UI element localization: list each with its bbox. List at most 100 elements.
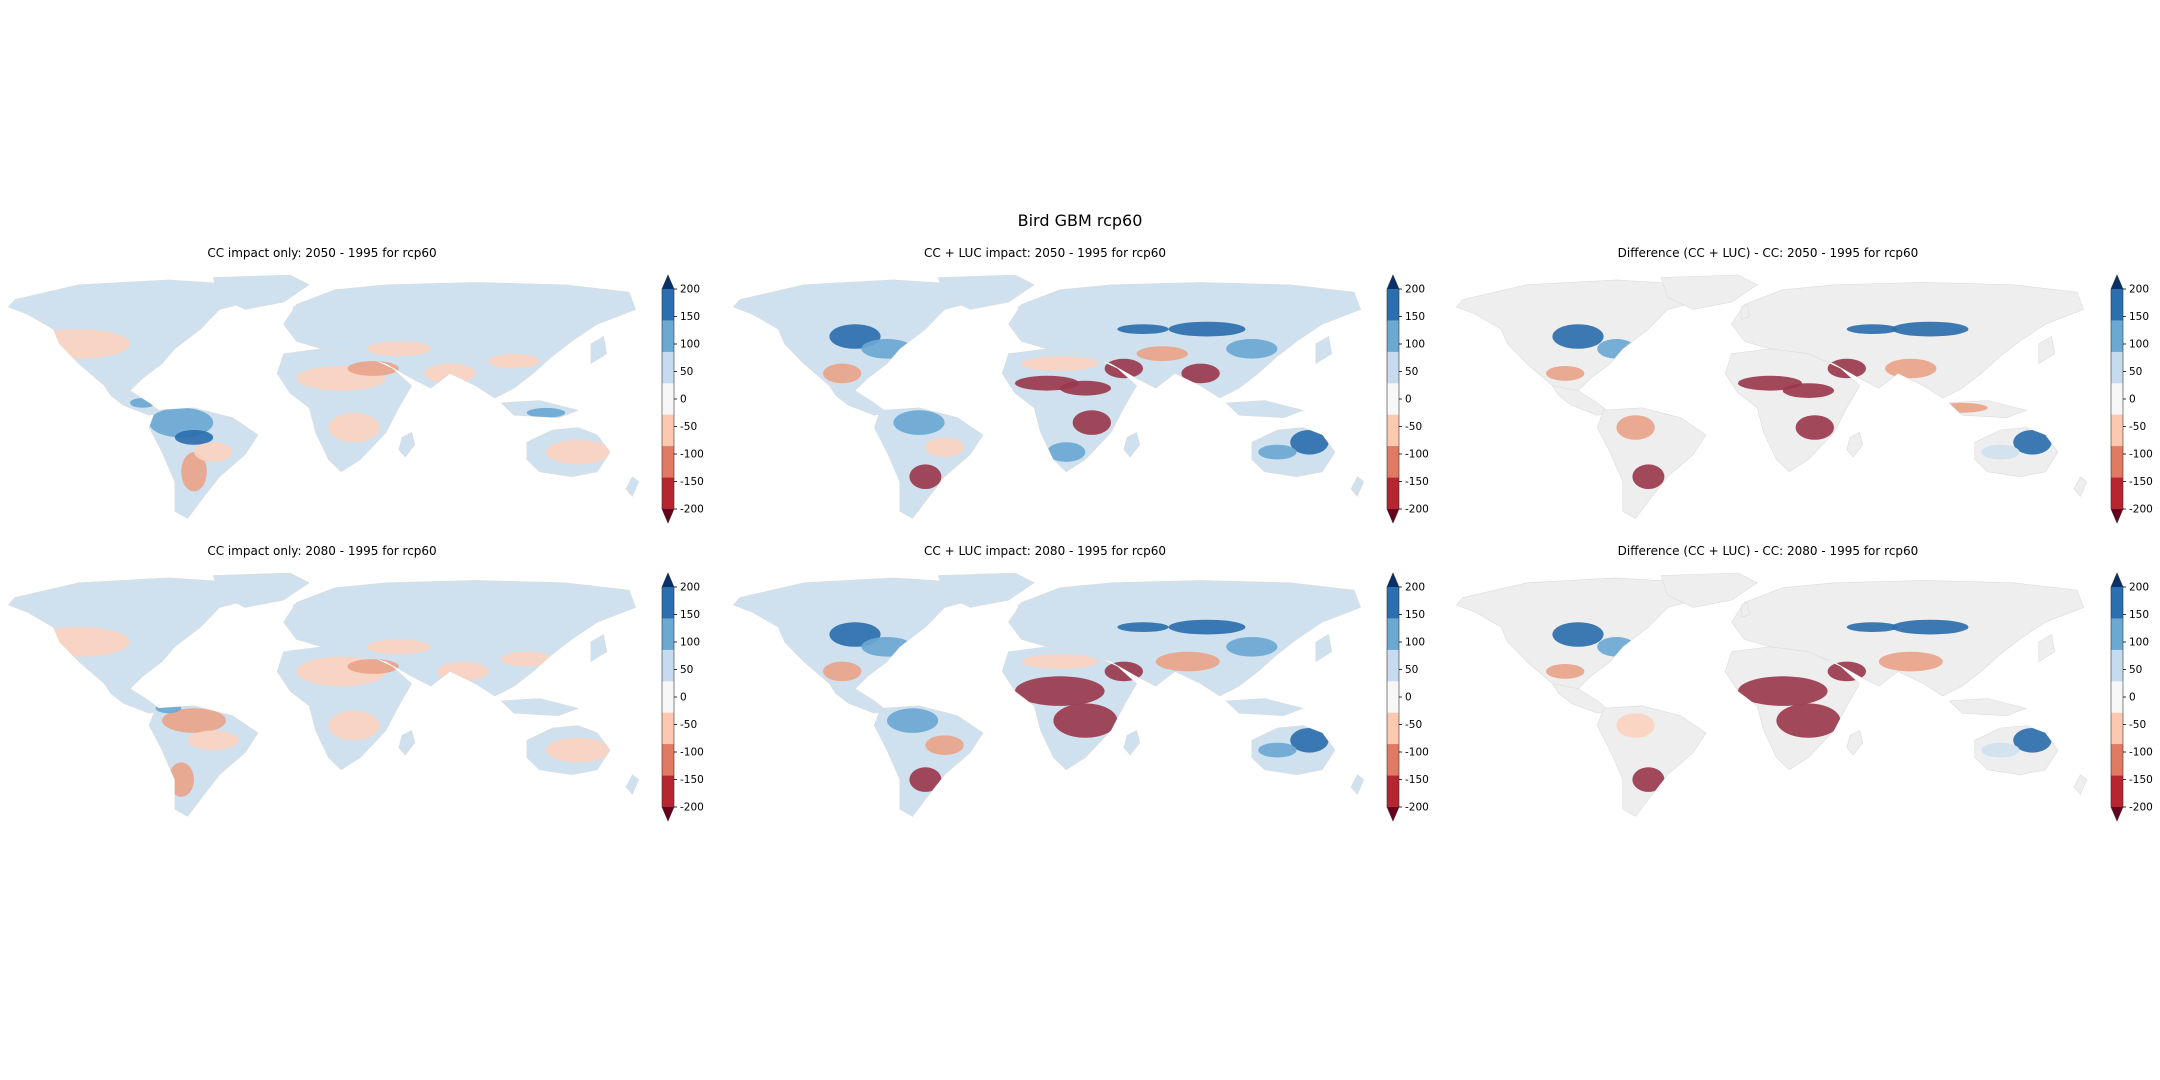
colorbar-segment: [1387, 618, 1399, 651]
impact-patch: [1891, 619, 1969, 635]
colorbar-segment: [662, 587, 674, 619]
landmass-greenland: [937, 572, 1035, 608]
impact-patch: [328, 412, 380, 443]
colorbar-segment: [1387, 649, 1399, 682]
colorbar-segment: [1387, 775, 1399, 808]
colorbar-tick-label: 100: [2129, 339, 2149, 351]
colorbar: 200 150 100 50 0 -50 -100 -150 -200: [661, 572, 704, 822]
colorbar-tick-label: 100: [680, 637, 700, 649]
colorbar-tick-label: 100: [2129, 637, 2149, 649]
colorbar-tick-label: -100: [680, 449, 704, 461]
landmass-japan: [1315, 634, 1333, 663]
impact-patch: [1290, 728, 1329, 753]
impact-patch: [181, 452, 207, 492]
impact-patch: [1616, 713, 1655, 738]
impact-patch: [546, 439, 610, 465]
impact-patch: [1226, 339, 1278, 359]
panel-title-cc-2080: CC impact only: 2080 - 1995 for rcp60: [207, 544, 437, 558]
colorbar-segment: [1387, 320, 1399, 353]
colorbar-segment: [1387, 289, 1399, 321]
colorbar-tick-label: -100: [1405, 449, 1429, 461]
colorbar-tick-label: 100: [1405, 339, 1425, 351]
colorbar-segment: [2111, 320, 2123, 353]
impact-patch: [1117, 622, 1169, 632]
world-map-panel: [732, 274, 1365, 519]
impact-patch: [149, 407, 214, 438]
landmass-newZealand: [2073, 774, 2088, 795]
colorbar-segment: [2111, 681, 2123, 714]
landmass-greenland: [1660, 274, 1758, 310]
world-map-panel: [7, 274, 640, 519]
landmass-madagascar: [398, 431, 416, 458]
landmass-uk: [292, 602, 302, 618]
colorbar-segment: [2111, 477, 2123, 510]
impact-patch: [1827, 358, 1867, 379]
impact-patch: [1552, 324, 1604, 349]
colorbar-tick-label: 50: [2129, 664, 2142, 676]
landmass-greenland: [1660, 572, 1758, 608]
impact-patch: [366, 341, 431, 357]
panel-title-cc-luc-2050: CC + LUC impact: 2050 - 1995 for rcp60: [924, 246, 1166, 260]
landmass-madagascar: [1846, 431, 1864, 458]
impact-patch: [1597, 339, 1636, 359]
impact-patch: [823, 363, 862, 384]
landmass-greenland: [212, 572, 310, 608]
impact-patch: [1981, 742, 2020, 758]
colorbar-tick-label: 200: [2129, 582, 2149, 594]
colorbar-segment: [1387, 477, 1399, 510]
colorbar-segment: [662, 618, 674, 651]
colorbar: 200 150 100 50 0 -50 -100 -150 -200: [2110, 572, 2153, 822]
colorbar-tick-label: -200: [2129, 802, 2153, 814]
landmass-newZealand: [625, 774, 640, 795]
impact-patch: [1936, 402, 1988, 413]
panel-title-difference-2050: Difference (CC + LUC) - CC: 2050 - 1995 …: [1617, 246, 1919, 260]
colorbar-tick-label: -150: [680, 774, 704, 786]
colorbar-segment: [1387, 744, 1399, 776]
colorbar-tick-label: 150: [2129, 311, 2149, 323]
colorbar-segment: [2111, 775, 2123, 808]
impact-patch: [2013, 728, 2052, 753]
impact-patch: [526, 407, 566, 418]
world-map-panel: [1455, 274, 2088, 519]
impact-patch: [861, 339, 913, 359]
colorbar-tick-label: 50: [680, 664, 693, 676]
landmass-centralAmerica: [1551, 683, 1611, 714]
colorbar-tick-label: 200: [1405, 582, 1425, 594]
impact-patch: [1616, 415, 1655, 440]
impact-patch: [1155, 651, 1220, 672]
colorbar-extend-max: [1387, 275, 1399, 289]
colorbar-tick-label: -50: [680, 421, 697, 433]
impact-patch: [1776, 703, 1841, 738]
impact-patch: [1795, 415, 1835, 440]
colorbar-segment: [662, 383, 674, 416]
impact-patch: [909, 464, 942, 490]
landmass-greenland: [937, 274, 1035, 310]
colorbar-tick-label: -150: [1405, 476, 1429, 488]
impact-patch: [1059, 380, 1111, 396]
colorbar-tick-label: 200: [1405, 284, 1425, 296]
impact-patch: [1021, 356, 1099, 371]
impact-patch: [366, 639, 431, 655]
impact-patch: [887, 708, 939, 733]
impact-patch: [194, 442, 233, 462]
colorbar-segment: [2111, 383, 2123, 416]
colorbar-segment: [662, 477, 674, 510]
colorbar-tick-label: -150: [2129, 476, 2153, 488]
landmass-southAmerica: [873, 407, 984, 519]
impact-patch: [823, 661, 862, 682]
colorbar-segment: [1387, 681, 1399, 714]
colorbar-tick-label: 0: [680, 692, 687, 704]
colorbar-tick-label: 150: [680, 311, 700, 323]
colorbar-extend-max: [662, 275, 674, 289]
impact-patch: [174, 430, 214, 445]
impact-patch: [1885, 358, 1937, 379]
landmass-newZealand: [625, 476, 640, 497]
colorbar-tick-label: 0: [1405, 692, 1412, 704]
colorbar-extend-max: [1387, 573, 1399, 587]
world-map-panel: [7, 572, 640, 817]
colorbar-segment: [1387, 383, 1399, 416]
colorbar-tick-label: -50: [2129, 421, 2146, 433]
impact-patch: [1258, 444, 1297, 460]
impact-patch: [27, 329, 130, 359]
colorbar-tick-label: 200: [2129, 284, 2149, 296]
